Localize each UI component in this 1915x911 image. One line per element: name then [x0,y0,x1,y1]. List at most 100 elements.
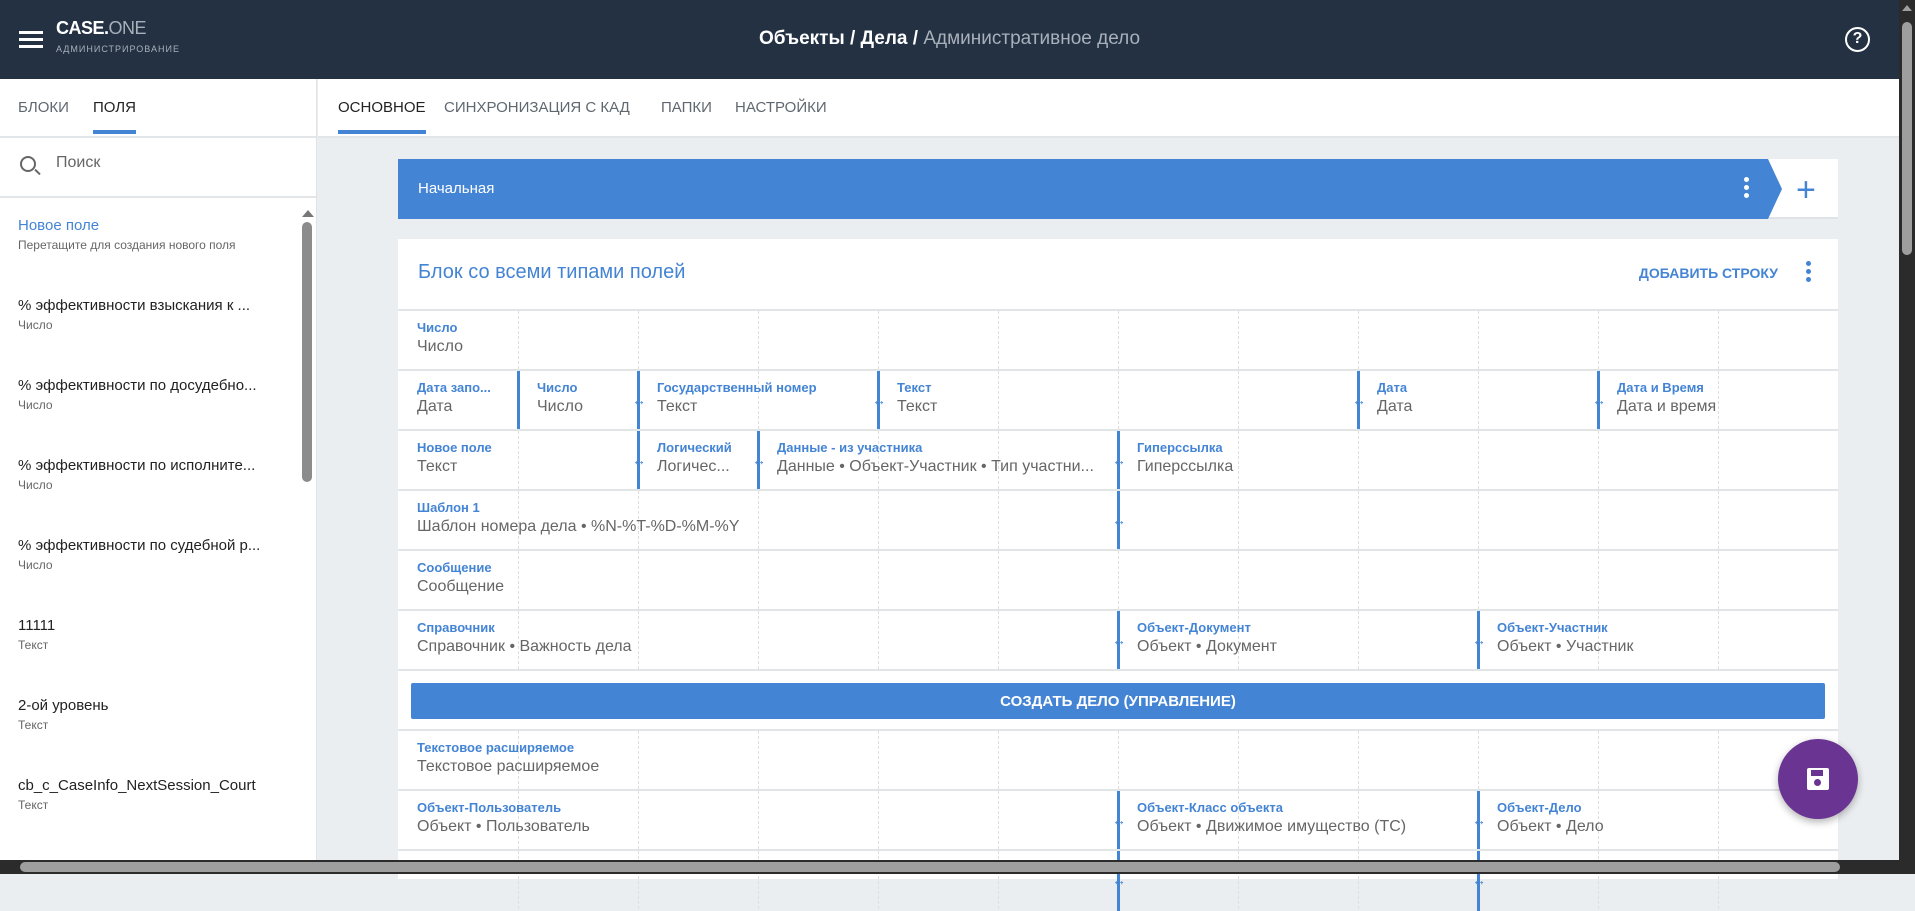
column-separator[interactable] [1117,491,1120,551]
tab-fields[interactable]: ПОЛЯ [93,99,136,134]
stage-initial[interactable] [398,159,1782,219]
column-guide [1238,791,1239,849]
new-field-hint: Перетащите для создания нового поля [18,238,236,252]
sidebar-scrollbar[interactable] [302,210,314,810]
column-separator[interactable] [1477,791,1480,851]
search-input[interactable] [56,154,286,172]
column-guide [1598,311,1599,369]
field-list-item[interactable]: % эффективности по досудебно... Число [18,377,288,412]
grid-field[interactable]: Данные - из участника Данные • Объект-Уча… [758,431,1118,489]
grid-field[interactable]: Новое поле Текст [398,431,638,489]
save-button[interactable] [1778,739,1858,819]
grid-field[interactable]: Объект-Класс объекта Объект • Движимое им… [1118,791,1478,849]
tab-main[interactable]: ОСНОВНОЕ [338,99,426,134]
field-list-item[interactable]: % эффективности по исполните... Число [18,457,288,492]
column-guide [998,731,999,789]
field-label: Государственный номер [657,380,817,395]
scroll-up-icon[interactable] [302,210,314,217]
field-value: Текст [657,398,698,415]
grid-field[interactable]: Объект-Документ Объект • Документ [1118,611,1478,669]
grid-field[interactable]: Шаблон 1 Шаблон номера дела • %N-%T-%D-%M… [398,491,1118,549]
column-separator[interactable] [877,371,880,431]
column-guide [758,611,759,669]
column-separator[interactable] [1117,611,1120,671]
column-separator[interactable] [517,371,520,431]
resize-handle-icon[interactable]: ↔ [1112,512,1126,528]
scroll-up-icon[interactable] [1902,5,1912,11]
resize-handle-icon[interactable]: ↔ [752,452,766,468]
scrollbar-thumb[interactable] [1902,22,1912,255]
column-separator[interactable] [637,431,640,491]
grid-field[interactable]: Число Число [398,311,1838,369]
add-row-button[interactable]: ДОБАВИТЬ СТРОКУ [1638,265,1778,281]
column-separator[interactable] [1357,371,1360,431]
grid-field[interactable]: Число Число [518,371,638,429]
grid-field[interactable]: Государственный номер Текст [638,371,878,429]
grid-row: Шаблон 1 Шаблон номера дела • %N-%T-%D-%M… [398,489,1838,551]
grid-field[interactable]: Объект-Участник Объект • Участник [1478,611,1838,669]
resize-handle-icon[interactable]: ↔ [1472,632,1486,648]
help-icon[interactable]: ? [1845,27,1870,52]
menu-icon[interactable] [19,31,43,49]
resize-handle-icon[interactable]: ↔ [1472,812,1486,828]
grid-field[interactable]: Объект-Пользователь Объект • Пользователь [398,791,1118,849]
column-guide [1358,611,1359,669]
resize-handle-icon[interactable]: ↔ [1592,392,1606,408]
search-box [0,138,316,198]
resize-handle-icon[interactable]: ↔ [632,392,646,408]
field-label: Дата [1377,380,1408,395]
scrollbar-thumb[interactable] [20,862,1840,872]
field-list-item[interactable]: 11111 Текст [18,617,288,652]
create-case-button[interactable]: СОЗДАТЬ ДЕЛО (УПРАВЛЕНИЕ) [411,683,1825,719]
resize-handle-icon[interactable]: ↔ [1112,452,1126,468]
column-separator[interactable] [1117,431,1120,491]
grid-field[interactable]: Сообщение Сообщение [398,551,1838,609]
grid-field[interactable] [1118,491,1838,549]
column-separator[interactable] [757,431,760,491]
main-tabs: ОСНОВНОЕ СИНХРОНИЗАЦИЯ С КАД ПАПКИ НАСТР… [318,79,1899,138]
resize-handle-icon[interactable]: ↔ [1472,872,1486,888]
grid-field[interactable]: Справочник Справочник • Важность дела [398,611,1118,669]
stage-more-icon[interactable] [1744,177,1750,201]
block-more-icon[interactable] [1806,261,1812,285]
grid-field[interactable]: Текст Текст [878,371,1358,429]
tab-settings[interactable]: НАСТРОЙКИ [735,99,827,116]
column-separator[interactable] [1597,371,1600,431]
breadcrumb-cases[interactable]: Дела [860,28,908,49]
grid-field[interactable]: Гиперссылка Гиперссылка [1118,431,1838,489]
tab-folders[interactable]: ПАПКИ [661,99,712,116]
column-separator[interactable] [637,371,640,431]
column-separator[interactable] [1117,791,1120,851]
column-guide [758,311,759,369]
grid-field[interactable]: Дата Дата [1358,371,1598,429]
column-guide [1478,371,1479,429]
add-stage-icon[interactable]: + [1796,171,1816,209]
breadcrumb-objects[interactable]: Объекты [758,28,845,49]
grid-field[interactable]: Дата и Время Дата и время [1598,371,1838,429]
resize-handle-icon[interactable]: ↔ [872,392,886,408]
field-value: Данные • Объект-Участник • Тип участни..… [777,458,1094,475]
page-vertical-scrollbar[interactable] [1899,0,1915,874]
resize-handle-icon[interactable]: ↔ [1112,812,1126,828]
field-label: Сообщение [417,560,492,575]
scrollbar-thumb[interactable] [302,222,312,482]
field-list-item[interactable]: cb_c_CaseInfo_NextSession_Court Текст [18,777,288,812]
resize-handle-icon[interactable]: ↔ [1352,392,1366,408]
field-list-item[interactable]: % эффективности по судебной р... Число [18,537,288,572]
field-label: Объект-Документ [1137,620,1251,635]
page-horizontal-scrollbar[interactable] [0,860,1899,874]
resize-handle-icon[interactable]: ↔ [632,452,646,468]
resize-handle-icon[interactable]: ↔ [1112,872,1126,888]
field-list-item[interactable]: % эффективности взыскания к ... Число [18,297,288,332]
tab-blocks[interactable]: БЛОКИ [18,99,69,116]
tab-kad-sync[interactable]: СИНХРОНИЗАЦИЯ С КАД [444,99,630,116]
field-list-item[interactable]: 2-ой уровень Текст [18,697,288,732]
grid-field[interactable]: Текстовое расширяемое Текстовое расширяем… [398,731,1838,789]
grid-field[interactable]: Логический Логичес... [638,431,758,489]
grid-row: Текстовое расширяемое Текстовое расширяем… [398,729,1838,789]
field-value: Справочник • Важность дела [417,638,632,655]
column-separator[interactable] [1477,611,1480,671]
grid-field[interactable]: Дата запо... Дата [398,371,518,429]
resize-handle-icon[interactable]: ↔ [1112,632,1126,648]
new-field-item[interactable]: Новое поле Перетащите для создания новог… [18,217,288,252]
